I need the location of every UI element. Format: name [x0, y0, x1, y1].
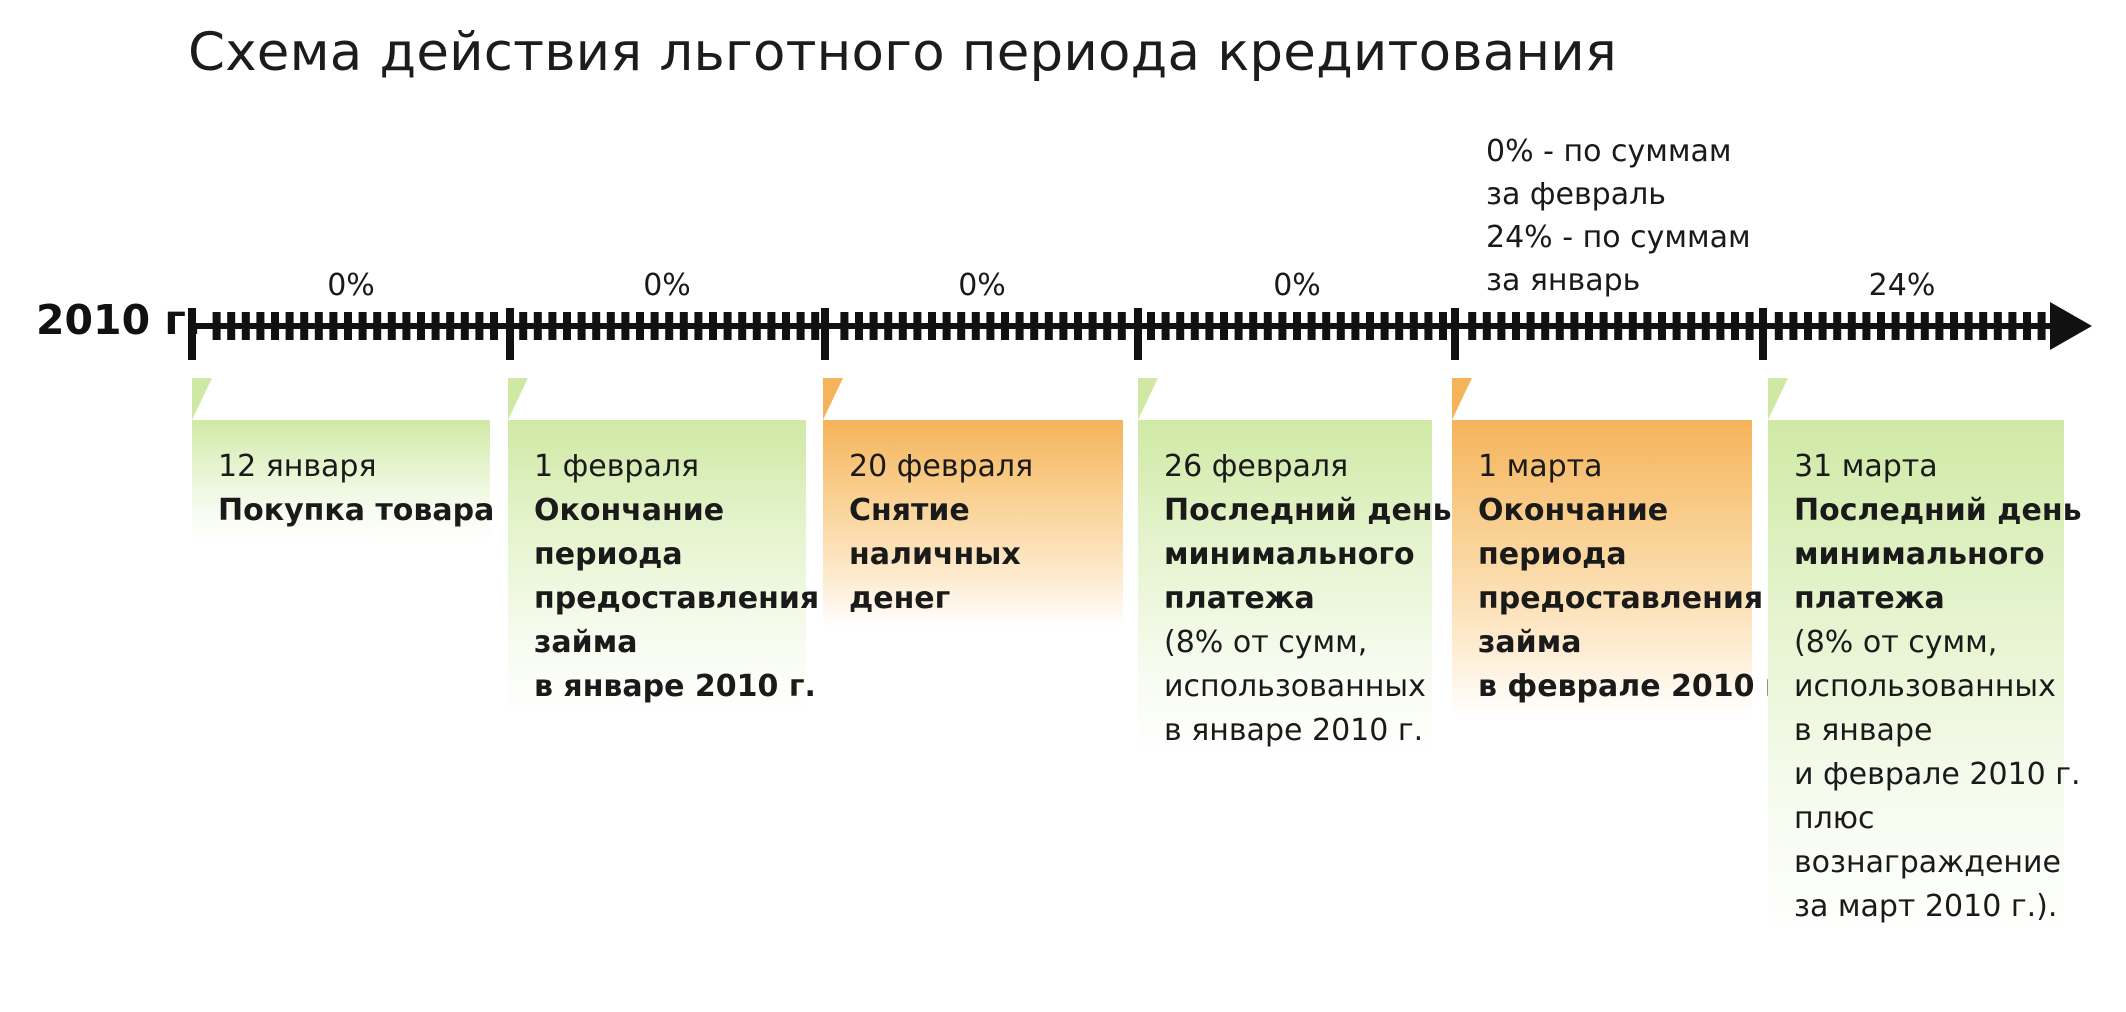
event-title-line: Окончание — [534, 493, 725, 528]
timeline-major-tick — [1451, 308, 1459, 360]
event-date: 1 февраля — [534, 449, 700, 484]
rate-period-1: 0% — [327, 268, 375, 303]
event-title-line: Последний день — [1794, 493, 2082, 528]
event-title-line: минимального — [1164, 537, 1415, 572]
event-card-cash-withdrawal: 20 февраля Снятие наличных денег — [823, 378, 1127, 658]
event-title-line: наличных — [849, 537, 1021, 572]
event-note-line: использованных — [1794, 669, 2056, 704]
event-title-line: предоставления — [534, 581, 820, 616]
rate-period-5-line: за февраль — [1486, 177, 1666, 212]
event-title-line: займа — [1478, 625, 1582, 660]
event-title-line: платежа — [1794, 581, 1945, 616]
event-title-line: периода — [1478, 537, 1627, 572]
event-date: 26 февраля — [1164, 449, 1349, 484]
event-title-line: периода — [534, 537, 683, 572]
event-date: 1 марта — [1478, 449, 1603, 484]
event-note-line: (8% от сумм, — [1794, 625, 1998, 660]
timeline-major-tick — [821, 308, 829, 360]
event-card-purchase: 12 января Покупка товара — [192, 378, 495, 572]
event-title-line: Окончание — [1478, 493, 1669, 528]
event-note-line: использованных — [1164, 669, 1426, 704]
timeline-major-tick — [188, 308, 196, 360]
event-title-line: Покупка товара — [218, 493, 495, 528]
event-note-line: за март 2010 г.). — [1794, 889, 2058, 924]
event-title-line: денег — [849, 581, 951, 616]
event-title-line: предоставления — [1478, 581, 1764, 616]
event-note-line: (8% от сумм, — [1164, 625, 1368, 660]
event-title-line: займа — [534, 625, 638, 660]
event-card-grace-end-february: 1 марта Окончание периода предоставления… — [1452, 378, 1793, 746]
event-card-min-payment-february: 26 февраля Последний день минимального п… — [1138, 378, 1452, 788]
timeline-arrow — [2050, 302, 2092, 350]
rate-period-5-line: 24% - по суммам — [1486, 220, 1751, 255]
timeline-major-tick — [1759, 308, 1767, 360]
timeline-ticks — [188, 308, 2046, 360]
timeline-major-tick — [1134, 308, 1142, 360]
rate-period-6: 24% — [1868, 268, 1936, 303]
event-title-line: в феврале 2010 г. — [1478, 669, 1793, 704]
rate-period-4: 0% — [1273, 268, 1321, 303]
event-date: 20 февраля — [849, 449, 1034, 484]
year-label: 2010 г. — [36, 296, 202, 344]
event-card-grace-end-january: 1 февраля Окончание периода предоставлен… — [508, 378, 820, 746]
event-title-line: Снятие — [849, 493, 970, 528]
event-card-min-payment-march: 31 марта Последний день минимального пла… — [1768, 378, 2082, 970]
rate-period-5-line: 0% - по суммам — [1486, 134, 1732, 169]
event-note-line: в январе 2010 г. — [1164, 713, 1424, 748]
event-title-line: платежа — [1164, 581, 1315, 616]
event-note-line: вознаграждение — [1794, 845, 2061, 880]
event-title-line: Последний день — [1164, 493, 1452, 528]
event-date: 12 января — [218, 449, 377, 484]
rate-period-5-line: за январь — [1486, 263, 1641, 298]
rate-period-5: 0% - по суммам за февраль 24% - по сумма… — [1486, 130, 1751, 302]
page-title: Схема действия льготного периода кредито… — [188, 22, 1617, 83]
rate-period-3: 0% — [958, 268, 1006, 303]
rate-period-2: 0% — [643, 268, 691, 303]
event-note-line: плюс — [1794, 801, 1875, 836]
event-title-line: минимального — [1794, 537, 2045, 572]
event-note-line: и феврале 2010 г. — [1794, 757, 2081, 792]
event-note-line: в январе — [1794, 713, 1933, 748]
event-date: 31 марта — [1794, 449, 1938, 484]
timeline-major-tick — [506, 308, 514, 360]
event-title-line: в январе 2010 г. — [534, 669, 816, 704]
